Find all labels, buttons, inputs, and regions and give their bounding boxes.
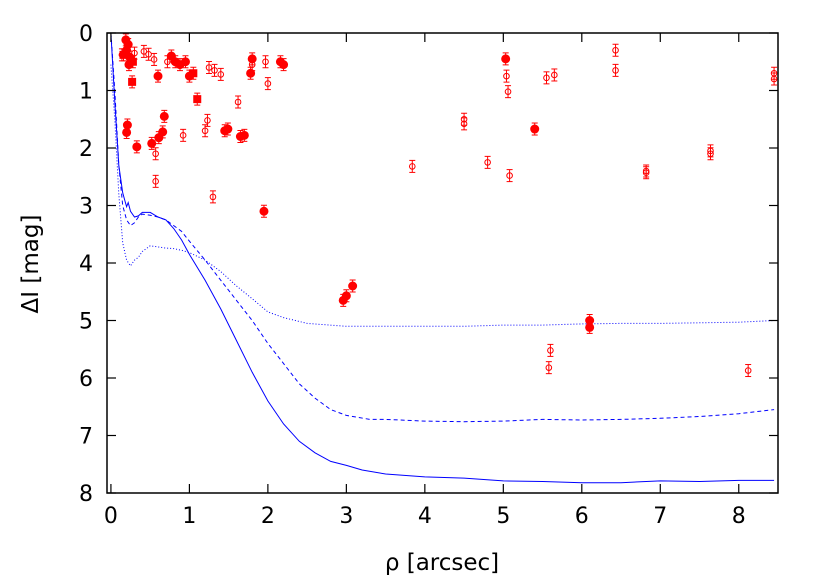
data-point [128,57,137,66]
contrast-curves [110,32,775,484]
y-tick-label: 5 [79,310,93,335]
x-tick-label: 3 [339,504,353,529]
curve-solid [110,32,775,484]
data-point [193,95,202,104]
data-point [152,150,159,158]
data-point [209,193,217,201]
data-point [128,77,137,86]
data-point [131,49,138,57]
data-point [770,75,778,83]
data-point [506,172,513,179]
data-point [145,50,152,58]
data-point [147,138,157,148]
data-point [642,169,650,177]
data-point [246,68,256,78]
y-tick-label: 6 [79,367,93,392]
data-point [585,322,595,332]
x-tick-label: 6 [575,504,589,529]
data-point [484,159,491,166]
y-tick-label: 0 [79,22,93,47]
data-point [612,67,619,74]
data-point [150,56,158,63]
data-point [744,367,752,374]
data-point [259,206,269,216]
y-tick-label: 2 [79,137,93,162]
axes [106,32,779,494]
data-point [707,150,714,158]
data-point [189,69,198,78]
data-point [408,163,416,170]
curve-dashed [110,32,775,423]
data-point [164,58,171,66]
x-tick-label: 5 [496,504,510,529]
data-point [179,132,187,139]
data-point [262,58,269,66]
data-point [612,46,619,54]
data-point [152,178,159,185]
data-point [122,120,132,130]
y-tick-label: 7 [79,425,93,450]
x-tick-label: 8 [732,504,746,529]
data-point [118,51,126,59]
data-point [201,127,209,135]
data-point [264,80,272,87]
y-tick-label: 1 [79,80,93,105]
x-tick-label: 2 [261,504,275,529]
y-tick-label: 3 [79,195,93,220]
data-point [551,71,558,79]
data-point [158,127,168,137]
data-point [180,57,190,67]
data-point [122,127,132,137]
data-point [204,117,211,124]
data-point [545,364,553,371]
data-point [503,72,510,80]
x-tick-label: 4 [418,504,432,529]
data-point [239,130,249,140]
data-points [118,33,778,378]
y-axis-label: ΔI [mag] [18,215,44,314]
x-tick-label: 0 [104,504,118,529]
data-point [341,291,351,301]
y-tick-label: 8 [79,482,93,507]
x-tick-label: 1 [182,504,196,529]
data-point [530,124,540,134]
data-point [119,50,128,59]
data-point [348,281,358,291]
data-point [211,67,218,74]
y-tick-label: 4 [79,252,93,277]
data-point [234,98,242,106]
data-point [223,124,233,134]
data-point [140,48,148,55]
data-point [217,71,225,78]
x-tick-label: 7 [653,504,667,529]
data-point [248,61,256,68]
data-point [543,74,550,82]
data-point [205,64,213,71]
data-point [153,71,163,81]
curve-dotted [110,64,775,327]
data-point [501,54,511,64]
data-point [132,142,142,152]
data-point [279,60,289,70]
data-point [460,120,468,128]
data-point [159,111,169,121]
data-point [547,347,554,354]
data-point [504,88,512,95]
x-axis-label: ρ [arcsec] [385,550,499,576]
